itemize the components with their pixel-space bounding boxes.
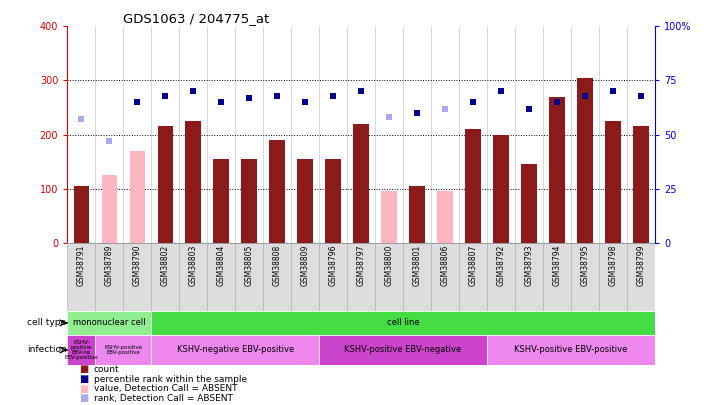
- Bar: [353, 124, 369, 243]
- Text: GSM38803: GSM38803: [189, 245, 198, 286]
- Bar: [521, 164, 537, 243]
- Bar: [185, 121, 201, 243]
- Text: GSM38807: GSM38807: [469, 245, 477, 286]
- Bar: [67, 311, 152, 335]
- Bar: [633, 126, 649, 243]
- Bar: [431, 243, 459, 311]
- Bar: [263, 243, 291, 311]
- Bar: [297, 159, 313, 243]
- Bar: [152, 311, 655, 335]
- Text: KSHV-positive EBV-negative: KSHV-positive EBV-negative: [344, 345, 462, 354]
- Bar: [382, 192, 396, 243]
- Bar: [319, 335, 487, 364]
- Bar: [291, 243, 319, 311]
- Bar: [375, 243, 403, 311]
- Bar: [74, 186, 89, 243]
- Bar: [152, 243, 179, 311]
- Text: GSM38799: GSM38799: [636, 245, 646, 286]
- Bar: [179, 243, 207, 311]
- Bar: [123, 243, 152, 311]
- Text: GSM38804: GSM38804: [217, 245, 226, 286]
- Text: KSHV-negative EBV-positive: KSHV-negative EBV-positive: [176, 345, 294, 354]
- Text: ■: ■: [79, 364, 88, 375]
- Bar: [515, 243, 543, 311]
- Bar: [96, 335, 152, 364]
- Bar: [459, 243, 487, 311]
- Bar: [270, 140, 285, 243]
- Text: GSM38809: GSM38809: [301, 245, 309, 286]
- Bar: [96, 243, 123, 311]
- Bar: [493, 134, 508, 243]
- Text: GSM38790: GSM38790: [132, 245, 142, 286]
- Text: GSM38800: GSM38800: [384, 245, 394, 286]
- Bar: [549, 97, 565, 243]
- Text: GSM38797: GSM38797: [357, 245, 365, 286]
- Text: GSM38808: GSM38808: [273, 245, 282, 286]
- Bar: [130, 151, 145, 243]
- Text: ■: ■: [79, 393, 88, 403]
- Bar: [214, 159, 229, 243]
- Text: ■: ■: [79, 374, 88, 384]
- Bar: [487, 243, 515, 311]
- Text: infection: infection: [27, 345, 67, 354]
- Text: KSHV-positive EBV-positive: KSHV-positive EBV-positive: [514, 345, 627, 354]
- Bar: [157, 126, 173, 243]
- Bar: [101, 175, 117, 243]
- Text: GSM38789: GSM38789: [105, 245, 114, 286]
- Bar: [207, 243, 235, 311]
- Bar: [241, 159, 257, 243]
- Text: percentile rank within the sample: percentile rank within the sample: [93, 375, 247, 384]
- Bar: [605, 121, 621, 243]
- Text: cell line: cell line: [387, 318, 419, 327]
- Title: GDS1063 / 204775_at: GDS1063 / 204775_at: [123, 12, 270, 25]
- Bar: [438, 192, 452, 243]
- Bar: [235, 243, 263, 311]
- Text: ■: ■: [79, 384, 88, 394]
- Bar: [409, 186, 425, 243]
- Text: GSM38801: GSM38801: [413, 245, 421, 286]
- Bar: [465, 129, 481, 243]
- Bar: [326, 159, 341, 243]
- Bar: [319, 243, 347, 311]
- Bar: [67, 243, 96, 311]
- Text: mononuclear cell: mononuclear cell: [73, 318, 146, 327]
- Bar: [403, 243, 431, 311]
- Bar: [67, 335, 96, 364]
- Bar: [152, 335, 319, 364]
- Bar: [487, 335, 655, 364]
- Text: KSHV-
positive
EBV-ne
EBV-positive: KSHV- positive EBV-ne EBV-positive: [64, 340, 98, 360]
- Text: GSM38796: GSM38796: [329, 245, 338, 286]
- Text: KSHV-positive
EBV-positive: KSHV-positive EBV-positive: [104, 345, 142, 355]
- Text: value, Detection Call = ABSENT: value, Detection Call = ABSENT: [93, 384, 237, 393]
- Text: cell type: cell type: [28, 318, 67, 327]
- Text: GSM38798: GSM38798: [608, 245, 617, 286]
- Text: count: count: [93, 365, 120, 374]
- Text: GSM38805: GSM38805: [245, 245, 253, 286]
- Bar: [577, 78, 593, 243]
- Bar: [627, 243, 655, 311]
- Bar: [599, 243, 627, 311]
- Text: GSM38794: GSM38794: [552, 245, 561, 286]
- Text: GSM38791: GSM38791: [76, 245, 86, 286]
- Text: GSM38793: GSM38793: [525, 245, 533, 286]
- Text: GSM38802: GSM38802: [161, 245, 170, 286]
- Bar: [571, 243, 599, 311]
- Text: GSM38806: GSM38806: [440, 245, 450, 286]
- Text: rank, Detection Call = ABSENT: rank, Detection Call = ABSENT: [93, 394, 233, 403]
- Text: GSM38792: GSM38792: [496, 245, 506, 286]
- Text: GSM38795: GSM38795: [581, 245, 590, 286]
- Bar: [543, 243, 571, 311]
- Bar: [347, 243, 375, 311]
